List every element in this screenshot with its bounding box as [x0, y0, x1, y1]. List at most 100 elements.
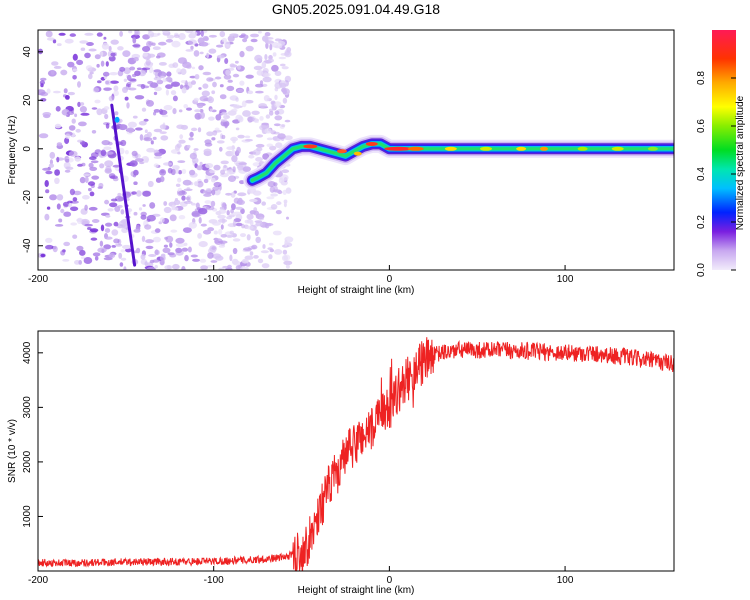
- noise-blob: [153, 91, 158, 96]
- noise-blob: [227, 79, 233, 83]
- noise-blob: [246, 225, 254, 230]
- noise-blob: [230, 208, 235, 214]
- noise-blob: [203, 178, 209, 184]
- noise-blob: [161, 114, 169, 118]
- spectrogram-y-tick-label: -40: [22, 238, 33, 253]
- snr-x-tick-label: -200: [28, 575, 48, 586]
- noise-blob: [84, 223, 93, 227]
- noise-blob: [165, 38, 173, 43]
- noise-blob: [133, 229, 141, 233]
- noise-blob: [252, 149, 261, 156]
- colorbar-tick-label: 0.6: [696, 119, 707, 133]
- noise-blob: [265, 223, 274, 226]
- noise-blob: [118, 252, 123, 259]
- noise-blob: [276, 201, 282, 206]
- noise-blob: [94, 54, 101, 60]
- noise-blob: [117, 204, 123, 208]
- noise-blob: [109, 175, 118, 179]
- noise-blob: [199, 95, 209, 102]
- noise-blob: [219, 146, 223, 152]
- noise-blob: [53, 90, 61, 94]
- snr-x-tick-label: -100: [204, 575, 224, 586]
- noise-blob: [146, 214, 156, 222]
- noise-blob: [60, 69, 68, 76]
- noise-blob: [189, 131, 194, 138]
- noise-blob: [166, 34, 175, 39]
- noise-blob: [284, 135, 293, 141]
- noise-blob: [167, 167, 173, 174]
- noise-blob: [113, 221, 119, 227]
- noise-blob: [217, 218, 228, 223]
- noise-blob: [123, 67, 131, 75]
- noise-blob: [68, 125, 76, 131]
- noise-blob: [67, 91, 75, 96]
- spectrogram-y-tick-label: 40: [22, 46, 33, 58]
- noise-blob: [96, 108, 103, 116]
- noise-blob: [274, 101, 282, 108]
- noise-blob: [178, 215, 186, 220]
- noise-blob: [40, 77, 47, 81]
- noise-blob: [244, 135, 251, 139]
- noise-blob: [240, 233, 246, 238]
- noise-blob: [223, 165, 227, 168]
- noise-blob: [119, 262, 124, 267]
- noise-blob: [226, 43, 230, 48]
- noise-blob: [227, 264, 232, 269]
- noise-blob: [226, 146, 236, 151]
- noise-blob: [179, 134, 184, 140]
- spectrogram-y-label: Frequency (Hz): [7, 116, 18, 185]
- noise-blob: [211, 177, 216, 183]
- noise-blob: [211, 137, 216, 141]
- noise-blob: [122, 50, 131, 57]
- noise-blob: [183, 188, 193, 192]
- noise-blob: [103, 106, 110, 111]
- noise-blob: [133, 57, 139, 62]
- noise-blob: [71, 118, 76, 124]
- noise-blob: [175, 237, 185, 244]
- noise-blob: [53, 65, 62, 69]
- noise-blob: [118, 124, 128, 131]
- noise-blob: [55, 106, 61, 112]
- noise-blob: [151, 42, 156, 46]
- noise-blob: [194, 74, 200, 80]
- noise-blob: [231, 149, 235, 157]
- signal-hotspot: [336, 149, 347, 154]
- noise-blob: [205, 163, 214, 169]
- noise-blob: [104, 113, 109, 120]
- noise-blob: [218, 244, 226, 248]
- noise-blob: [90, 160, 99, 164]
- noise-blob: [120, 257, 127, 261]
- noise-blob: [199, 258, 207, 263]
- noise-blob: [104, 228, 111, 233]
- noise-blob: [255, 221, 263, 227]
- noise-blob: [219, 94, 227, 100]
- noise-blob: [91, 107, 98, 110]
- noise-blob: [172, 95, 178, 102]
- noise-blob: [168, 79, 173, 83]
- noise-blob: [213, 164, 221, 171]
- noise-blob: [175, 183, 181, 187]
- noise-blob: [244, 219, 250, 224]
- snr-x-label: Height of straight line (km): [298, 585, 415, 596]
- noise-blob: [97, 80, 102, 84]
- noise-blob: [190, 45, 194, 50]
- noise-blob: [99, 163, 105, 169]
- noise-blob: [172, 263, 180, 270]
- noise-blob: [120, 209, 125, 215]
- noise-blob: [100, 149, 107, 157]
- noise-blob: [153, 163, 159, 168]
- noise-blob: [189, 169, 196, 176]
- noise-blob: [152, 259, 160, 263]
- noise-blob: [253, 210, 259, 216]
- noise-blob: [159, 124, 167, 130]
- noise-blob: [237, 197, 243, 205]
- noise-blob: [282, 255, 288, 262]
- noise-blob: [204, 139, 212, 145]
- noise-blob: [157, 32, 161, 36]
- noise-blob: [146, 100, 154, 107]
- colorbar-label: Normalized spectral amplitude: [735, 95, 746, 230]
- noise-blob: [208, 116, 215, 121]
- noise-blob: [133, 211, 138, 216]
- noise-blob: [209, 108, 213, 112]
- noise-blob: [283, 260, 293, 266]
